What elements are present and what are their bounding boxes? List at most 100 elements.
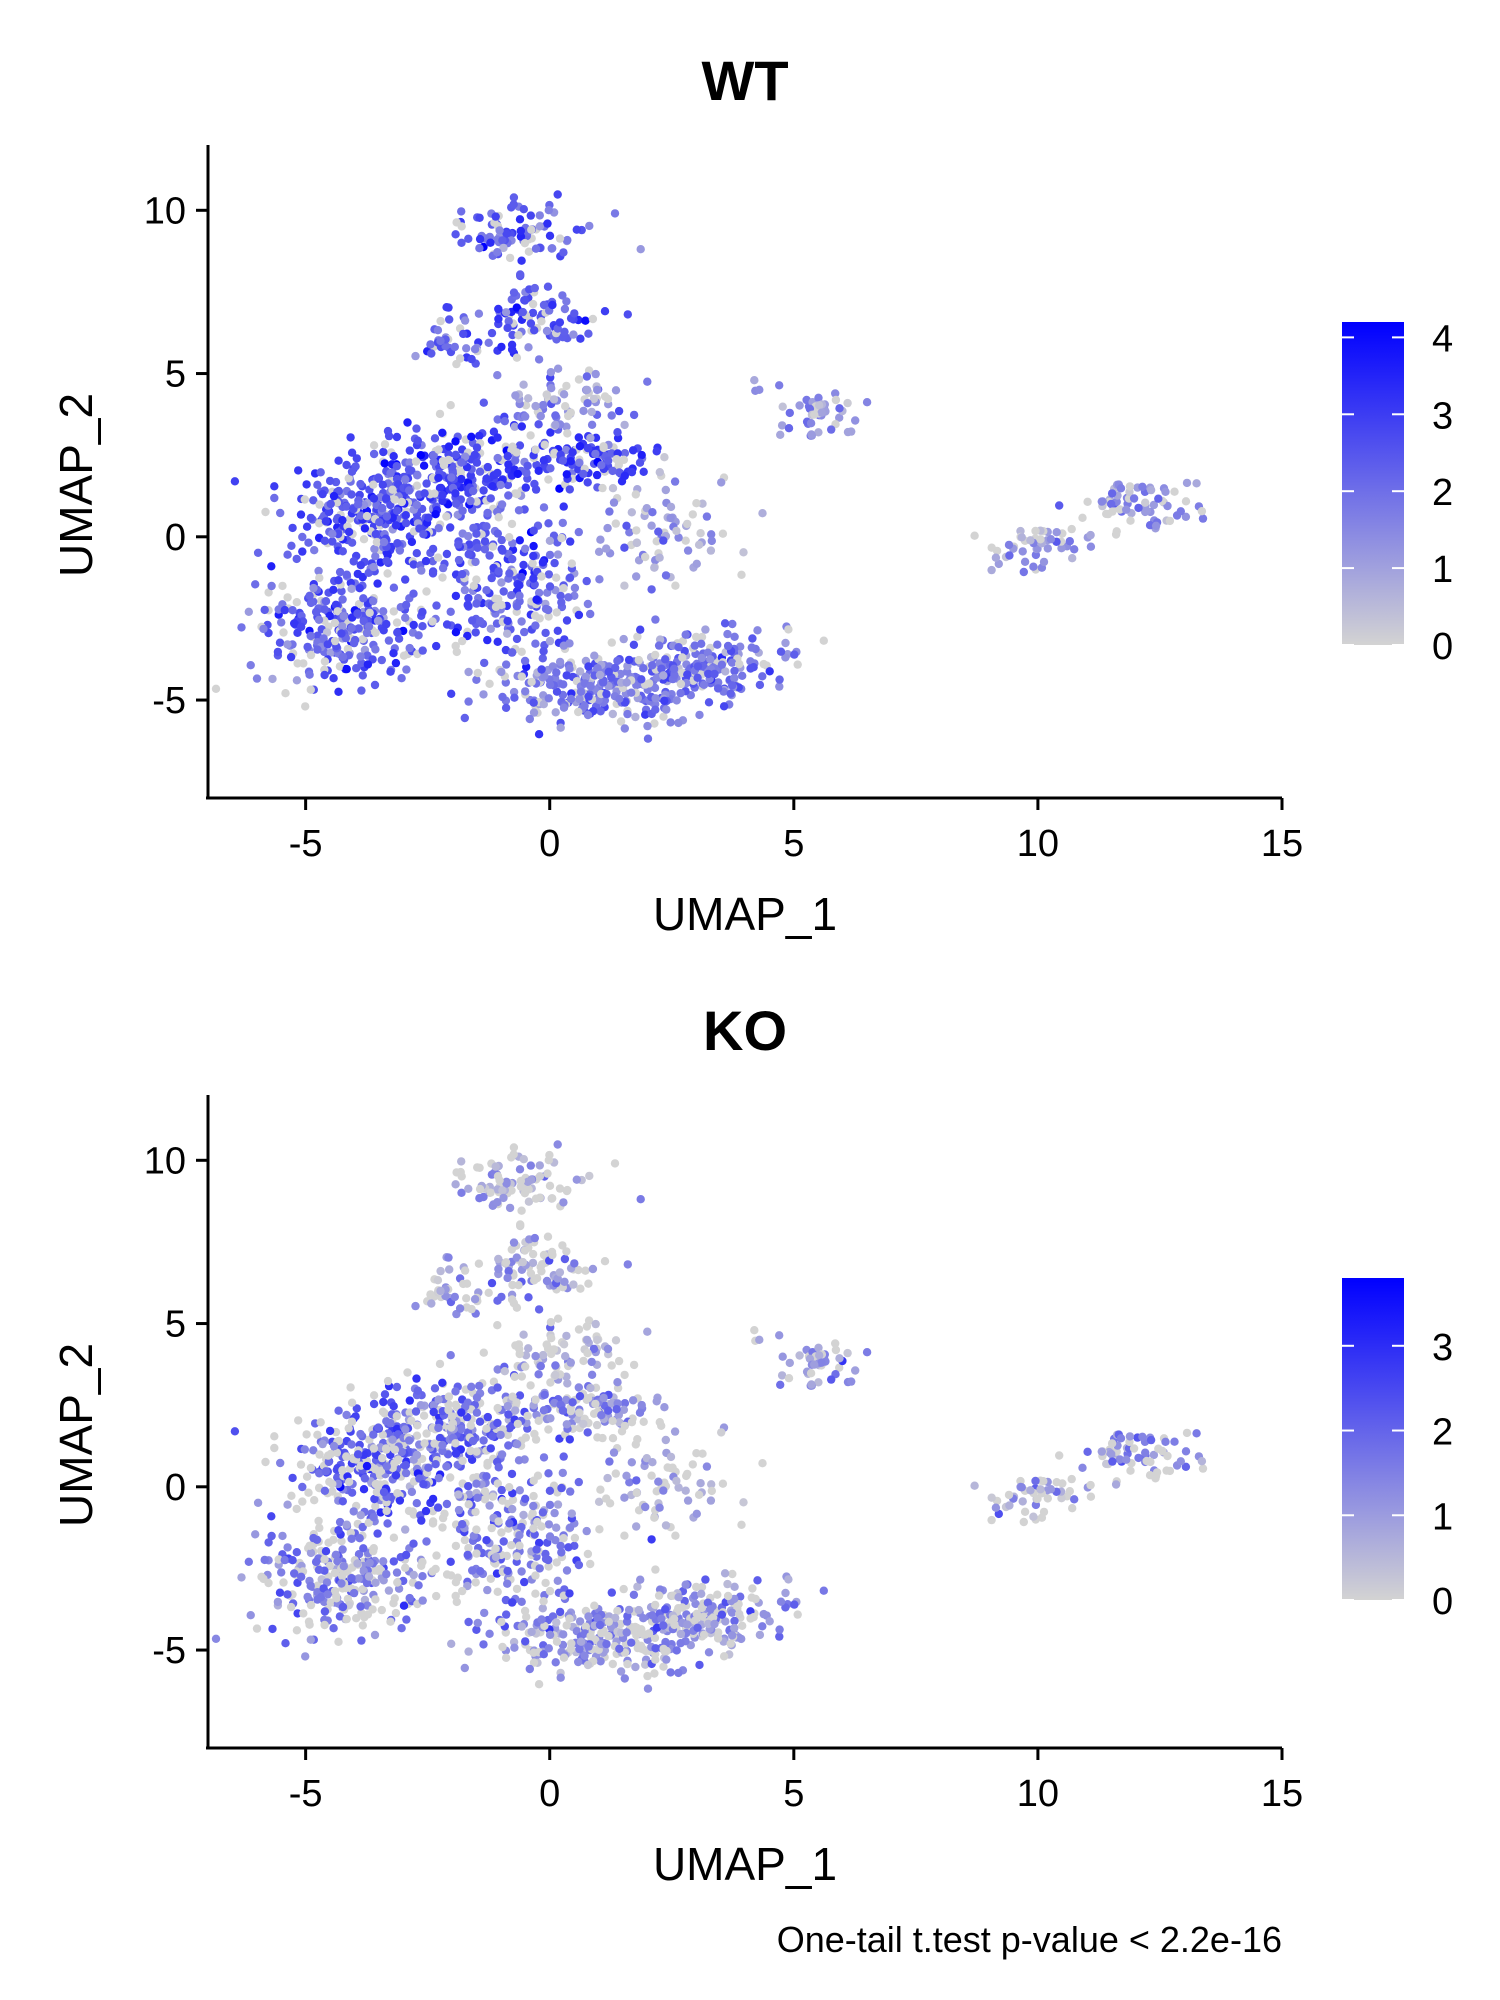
cell-point <box>292 1504 301 1514</box>
cell-point <box>563 429 572 438</box>
cell-point <box>301 702 310 711</box>
cell-point <box>378 1453 387 1463</box>
cell-point <box>491 1544 500 1553</box>
cell-point <box>647 521 656 530</box>
cell-point <box>662 1655 671 1664</box>
cell-point <box>346 433 355 442</box>
cell-point <box>445 315 454 324</box>
cell-point <box>1107 1449 1116 1459</box>
cell-point <box>498 236 507 245</box>
cell-point <box>358 1522 367 1532</box>
cell-point <box>555 234 565 243</box>
cell-point <box>546 464 555 473</box>
cell-point <box>579 1356 588 1366</box>
cell-point <box>566 537 575 546</box>
cell-point <box>748 634 757 643</box>
cell-point <box>534 1538 544 1548</box>
cell-point <box>540 1390 549 1400</box>
cell-point <box>723 641 733 651</box>
cell-point <box>544 1156 553 1165</box>
cell-point <box>636 1575 645 1584</box>
y-tick-label: -5 <box>152 680 186 722</box>
cell-point <box>536 411 545 421</box>
cell-point <box>405 1593 414 1603</box>
cell-point <box>579 406 588 416</box>
cell-point <box>542 1340 551 1349</box>
cell-point <box>349 1507 358 1516</box>
cell-point <box>467 1304 476 1314</box>
cell-point <box>331 1550 341 1560</box>
cell-point <box>468 486 478 496</box>
cell-point <box>407 466 416 475</box>
cell-point <box>528 1258 538 1268</box>
cell-point <box>462 1294 471 1303</box>
cell-point <box>277 618 286 627</box>
cell-point <box>455 354 465 363</box>
cell-point <box>598 678 608 687</box>
cell-point <box>739 548 748 557</box>
cell-point <box>776 430 785 439</box>
cell-point <box>451 230 460 239</box>
cell-point <box>496 480 505 490</box>
cell-point <box>359 1485 369 1494</box>
cell-point <box>551 420 560 430</box>
cell-point <box>364 568 373 577</box>
cell-point <box>531 1351 540 1361</box>
cell-point <box>1057 1494 1066 1503</box>
cell-point <box>483 462 492 472</box>
cell-point <box>1122 1455 1131 1464</box>
cell-point <box>484 1288 493 1298</box>
cell-point <box>302 1430 311 1439</box>
cell-point <box>338 516 347 525</box>
cell-point <box>486 494 495 503</box>
cell-point <box>275 1588 285 1597</box>
cell-point <box>475 1163 484 1173</box>
cell-point <box>432 1591 441 1601</box>
cell-point <box>697 1603 707 1613</box>
cell-point <box>659 1486 668 1495</box>
cell-point <box>531 1589 540 1598</box>
cell-point <box>1070 1495 1079 1504</box>
cell-point <box>504 460 513 469</box>
cell-point <box>342 1614 351 1624</box>
cell-point <box>455 1304 465 1313</box>
cell-point <box>420 489 429 498</box>
cell-point <box>697 1589 706 1599</box>
cell-point <box>1057 544 1066 553</box>
cell-point <box>652 1397 661 1406</box>
cell-point <box>559 390 569 399</box>
cell-point <box>421 556 431 566</box>
cell-point <box>543 219 552 228</box>
cell-point <box>292 1626 302 1635</box>
cell-point <box>483 1412 492 1422</box>
cell-point <box>397 497 406 507</box>
cell-point <box>552 687 562 696</box>
cell-point <box>583 1660 593 1670</box>
cell-point <box>520 1577 529 1587</box>
cell-point <box>655 1503 664 1512</box>
cell-point <box>755 1630 765 1640</box>
cell-point <box>582 1335 592 1345</box>
cell-point <box>296 510 306 519</box>
cell-point <box>688 1460 697 1469</box>
cell-point <box>454 1490 463 1499</box>
cell-point <box>433 326 443 335</box>
cell-point <box>1005 551 1014 560</box>
cell-point <box>475 1381 484 1391</box>
cell-point <box>354 600 364 609</box>
cell-point <box>501 1653 511 1663</box>
cell-point <box>277 1568 286 1577</box>
cell-point <box>538 558 548 567</box>
cell-point <box>608 709 617 719</box>
cell-point <box>393 1489 402 1498</box>
cell-point <box>347 1440 356 1449</box>
cell-point <box>517 1522 526 1532</box>
cell-point <box>267 1512 276 1521</box>
cell-point <box>717 1428 726 1437</box>
cell-point <box>537 1522 546 1531</box>
cell-point <box>521 401 531 410</box>
cell-point <box>1083 1447 1092 1457</box>
cell-point <box>632 1522 641 1531</box>
cell-point <box>720 1569 730 1578</box>
